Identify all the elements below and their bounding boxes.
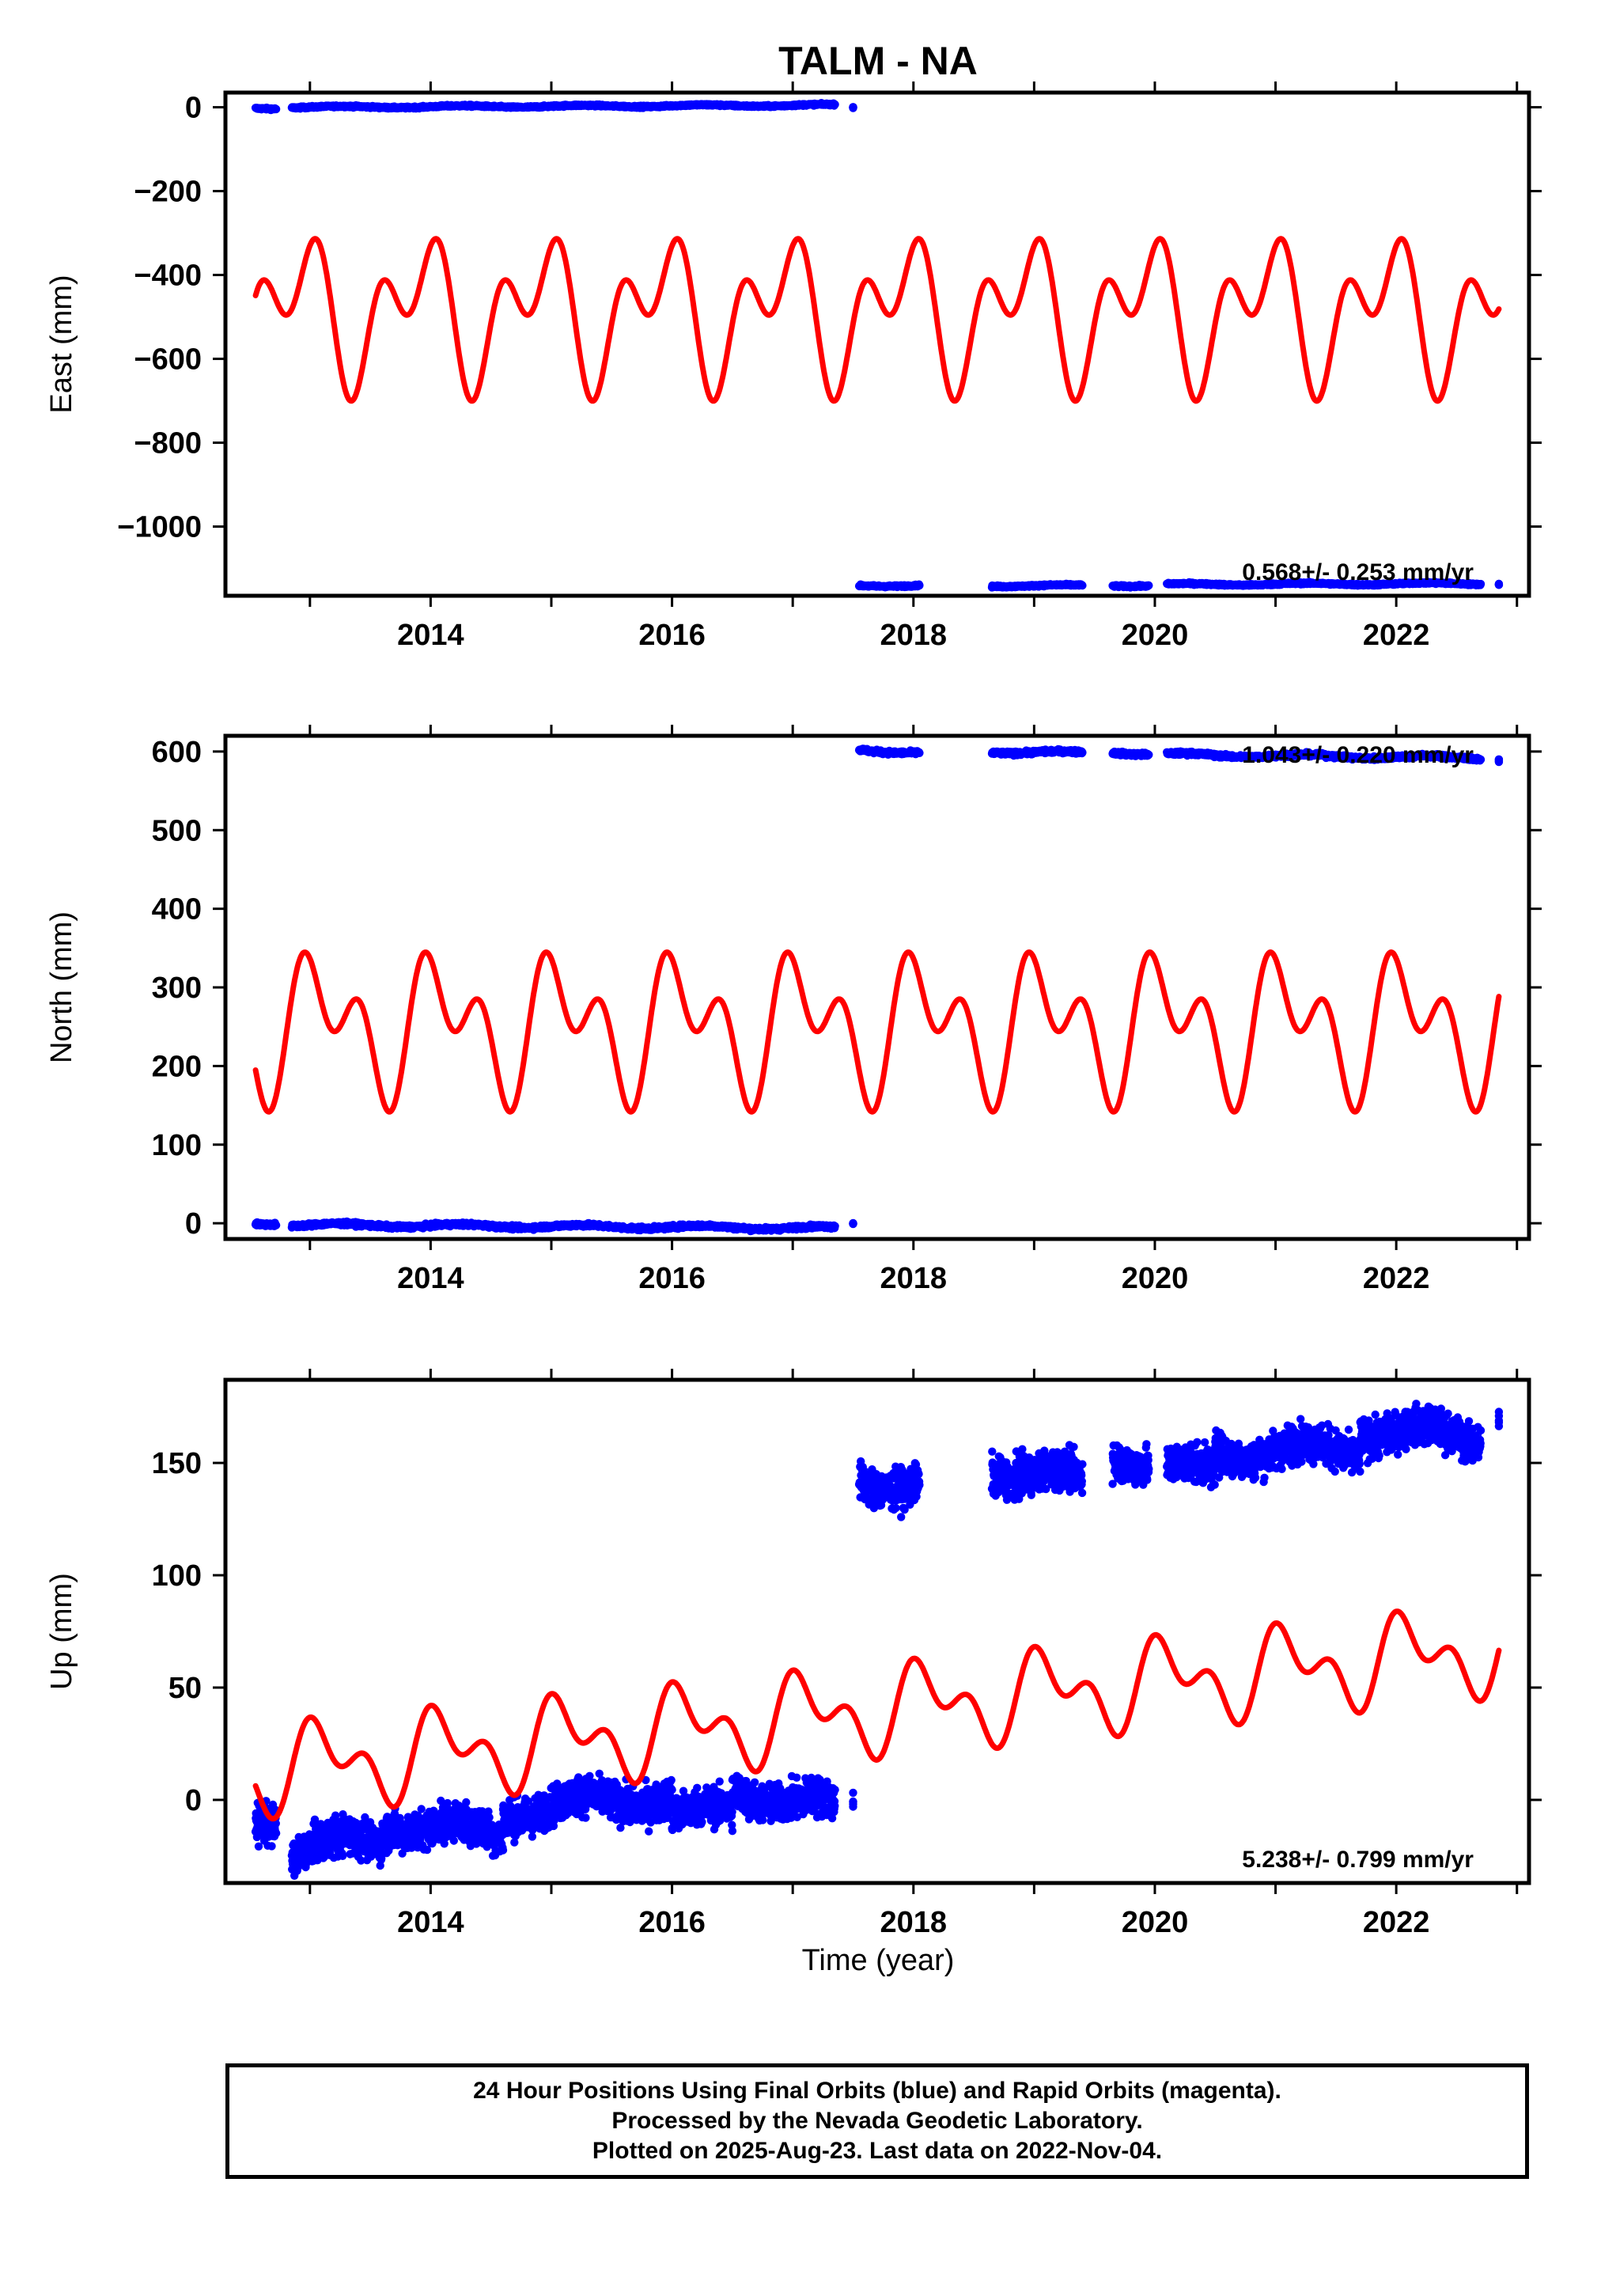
y-tick-label: −200 [134, 176, 202, 209]
data-point [831, 1222, 839, 1231]
data-point [271, 1221, 281, 1229]
velocity-rate-label: 0.568+/- 0.253 mm/yr [1242, 559, 1474, 585]
data-point [915, 748, 924, 757]
observed-points-east [251, 99, 1504, 592]
y-tick-label: −600 [134, 343, 202, 377]
data-point [1494, 580, 1504, 589]
y-tick-label: −400 [134, 260, 202, 293]
data-point [1078, 748, 1087, 757]
x-tick-label: 2016 [638, 619, 706, 652]
y-tick-label: −1000 [117, 511, 202, 544]
y-tick-label: 0 [185, 92, 202, 125]
panel-north: 2014 2016 2018 2020 20220100200300400500600N… [45, 725, 1542, 1295]
panels: 2014 2016 2018 2020 2022 0 −200 −400 −600 −800 −10… [45, 81, 1542, 1939]
data-point [849, 1219, 857, 1229]
y-axis-label: East (mm) [45, 275, 78, 413]
model-curve-east [252, 236, 1502, 404]
data-point [915, 581, 924, 590]
data-point [1476, 579, 1486, 589]
y-tick-label: −800 [134, 427, 202, 460]
data-point [1145, 750, 1153, 760]
data-point [1145, 581, 1153, 590]
data-point [849, 103, 857, 112]
observed-points-north [251, 744, 1504, 1236]
data-point [271, 104, 281, 114]
data-point [831, 100, 839, 109]
plot-frame [223, 90, 1531, 598]
x-tick-label: 2020 [1122, 619, 1189, 652]
x-tick-label: 2014 [397, 619, 464, 652]
panel-east: 2014 2016 2018 2020 2022 0 −200 −400 −600 −800 −10… [45, 81, 1542, 652]
data-point [1078, 581, 1087, 590]
chart-title: TALM - NA [778, 39, 978, 83]
x-tick-label: 2018 [880, 619, 948, 652]
x-tick-label: 2022 [1363, 619, 1430, 652]
